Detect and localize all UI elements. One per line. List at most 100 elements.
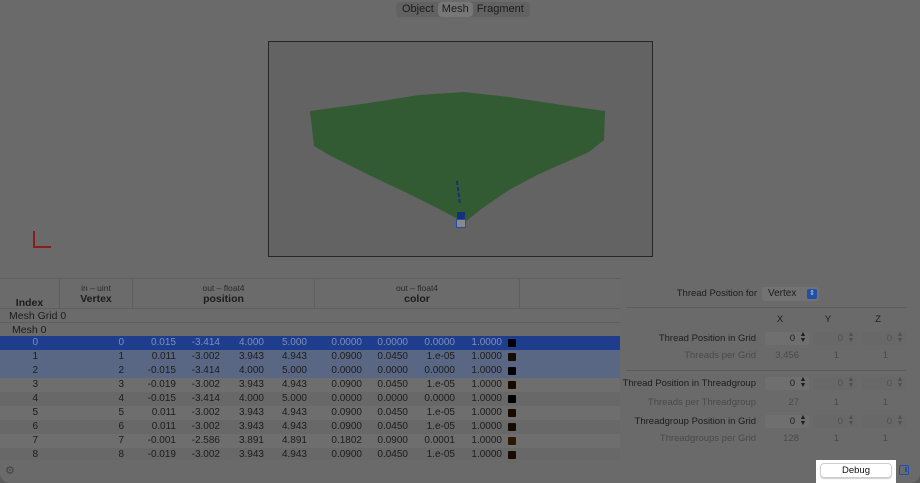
- column-type: [0, 283, 59, 293]
- mesh-viewport[interactable]: [268, 41, 653, 257]
- sidebar-toggle-icon[interactable]: [899, 465, 909, 475]
- position-cell: 3.943: [238, 379, 264, 390]
- stepper-value: 0: [789, 333, 795, 344]
- tg-pos-grid-stepper-x[interactable]: 0 ▲ ▼: [765, 414, 809, 428]
- color-cell: 1.0000: [471, 435, 502, 446]
- stepper-arrows-icon[interactable]: ▲ ▼: [847, 376, 855, 389]
- position-cell: 4.000: [238, 365, 264, 376]
- tg-pos-grid-stepper-z[interactable]: 0 ▲ ▼: [862, 414, 906, 428]
- tg-per-grid-value: 1: [833, 433, 839, 444]
- position-cell: 4.943: [281, 379, 307, 390]
- color-cell: 0.1802: [331, 435, 362, 446]
- vertex-cell: 2: [118, 365, 124, 376]
- thread-pos-grid-stepper-z[interactable]: 0 ▲ ▼: [862, 331, 906, 345]
- threads-per-grid-value: 1: [882, 350, 888, 361]
- column-title: Index: [15, 297, 44, 309]
- table-row[interactable]: 0 0 0.015 -3.414 4.000 5.000 0.0000 0.0000 0.000…: [0, 336, 620, 350]
- thread-position-for-popup[interactable]: Vertex ⇕: [762, 287, 819, 301]
- column-header-vertex[interactable]: in – uint Vertex: [60, 279, 133, 308]
- threads-per-tg-value: 1: [882, 397, 888, 408]
- color-cell: 1.e-05: [426, 421, 455, 432]
- thread-pos-grid-stepper-x[interactable]: 0 ▲ ▼: [765, 331, 809, 345]
- stepper-value: 0: [886, 416, 892, 427]
- color-swatch: [508, 451, 516, 459]
- thread-pos-tg-stepper-y[interactable]: 0 ▲ ▼: [813, 376, 857, 390]
- threads-per-grid-value: 3,456: [775, 350, 799, 361]
- thread-pos-grid-stepper-y[interactable]: 0 ▲ ▼: [813, 331, 857, 345]
- table-row[interactable]: 5 5 0.011 -3.002 3.943 4.943 0.0900 0.0450 1.e-0…: [0, 406, 620, 420]
- table-row[interactable]: 6 6 0.011 -3.002 3.943 4.943 0.0900 0.0450 1.e-0…: [0, 420, 620, 434]
- color-cell: 1.0000: [471, 337, 502, 348]
- vertex-cell: 1: [118, 351, 124, 362]
- axis-z-header: Z: [875, 314, 881, 325]
- color-cell: 0.0900: [331, 351, 362, 362]
- stepper-value: 0: [789, 378, 795, 389]
- tg-pos-grid-stepper-y[interactable]: 0 ▲ ▼: [813, 414, 857, 428]
- position-cell: -3.002: [191, 421, 220, 432]
- table-row[interactable]: 7 7 -0.001 -2.586 3.891 4.891 0.1802 0.0900 0.00…: [0, 434, 620, 448]
- table-row[interactable]: 1 1 0.011 -3.002 3.943 4.943 0.0900 0.0450 1.e-0…: [0, 350, 620, 364]
- position-cell: 4.000: [238, 337, 264, 348]
- position-cell: -3.002: [191, 351, 220, 362]
- table-row[interactable]: 8 8 -0.019 -3.002 3.943 4.943 0.0900 0.0450 1.e-…: [0, 448, 620, 462]
- color-cell: 0.0900: [331, 449, 362, 460]
- threads-per-grid-value: 1: [833, 350, 839, 361]
- group-row[interactable]: Mesh Grid 0: [0, 308, 620, 322]
- position-cell: 3.943: [238, 421, 264, 432]
- stepper-arrows-icon[interactable]: ▲ ▼: [847, 414, 855, 427]
- position-cell: -2.586: [191, 435, 220, 446]
- color-cell: 0.0900: [331, 421, 362, 432]
- color-cell: 1.0000: [471, 393, 502, 404]
- index-cell: 3: [32, 379, 38, 390]
- column-type: out – float4: [395, 283, 439, 293]
- chevron-updown-icon: ⇕: [807, 289, 817, 299]
- color-cell: 0.0000: [377, 337, 408, 348]
- threads-per-tg-value: 27: [788, 397, 799, 408]
- vertex-cell: 3: [118, 379, 124, 390]
- vertex-cell: 6: [118, 421, 124, 432]
- table-row[interactable]: 2 2 -0.015 -3.414 4.000 5.000 0.0000 0.0000 0.00…: [0, 364, 620, 378]
- subgroup-row[interactable]: Mesh 0: [0, 322, 620, 336]
- tab-object[interactable]: Object: [402, 3, 434, 15]
- selected-vertex-path: [456, 180, 461, 205]
- settings-gear-icon[interactable]: ⚙: [5, 465, 15, 477]
- color-cell: 0.0450: [377, 379, 408, 390]
- tab-mesh[interactable]: Mesh: [437, 2, 473, 17]
- stepper-arrows-icon[interactable]: ▲ ▼: [799, 376, 807, 389]
- column-header-position[interactable]: out – float4 position: [133, 279, 315, 308]
- axis-gizmo-y: [33, 231, 35, 247]
- stepper-arrows-icon[interactable]: ▲ ▼: [847, 331, 855, 344]
- column-header-index[interactable]: Index: [0, 279, 60, 309]
- stepper-arrows-icon[interactable]: ▲ ▼: [799, 414, 807, 427]
- popup-value: Vertex: [768, 288, 797, 299]
- table-row[interactable]: 3 3 -0.019 -3.002 3.943 4.943 0.0900 0.0450 1.e-…: [0, 378, 620, 392]
- position-cell: 5.000: [281, 337, 307, 348]
- stepper-arrows-icon[interactable]: ▲ ▼: [896, 414, 904, 427]
- position-cell: 5.000: [281, 393, 307, 404]
- stage-segmented-control: Object Mesh Fragment: [396, 2, 530, 17]
- stepper-arrows-icon[interactable]: ▲ ▼: [799, 331, 807, 344]
- position-cell: -3.002: [191, 407, 220, 418]
- thread-position-panel: Thread Position for Vertex ⇕ X Y Z Threa…: [622, 278, 920, 460]
- color-cell: 0.0450: [377, 407, 408, 418]
- position-cell: 4.891: [281, 435, 307, 446]
- column-header-color[interactable]: out – float4 color: [315, 279, 520, 308]
- stepper-arrows-icon[interactable]: ▲ ▼: [896, 331, 904, 344]
- thread-pos-tg-stepper-x[interactable]: 0 ▲ ▼: [765, 376, 809, 390]
- color-cell: 0.0000: [424, 365, 455, 376]
- stepper-value: 0: [886, 378, 892, 389]
- position-cell: 4.943: [281, 407, 307, 418]
- thread-pos-grid-label: Thread Position in Grid: [658, 333, 756, 344]
- column-title: Vertex: [80, 293, 112, 305]
- vertex-cell: 8: [118, 449, 124, 460]
- index-cell: 0: [32, 337, 38, 348]
- vertex-cell: 5: [118, 407, 124, 418]
- tab-fragment[interactable]: Fragment: [476, 3, 524, 15]
- debug-button[interactable]: Debug: [820, 463, 892, 478]
- color-cell: 1.e-05: [426, 379, 455, 390]
- color-cell: 0.0000: [331, 337, 362, 348]
- thread-pos-tg-stepper-z[interactable]: 0 ▲ ▼: [862, 376, 906, 390]
- table-row[interactable]: 4 4 -0.015 -3.414 4.000 5.000 0.0000 0.0000 0.00…: [0, 392, 620, 406]
- color-cell: 1.0000: [471, 365, 502, 376]
- stepper-arrows-icon[interactable]: ▲ ▼: [896, 376, 904, 389]
